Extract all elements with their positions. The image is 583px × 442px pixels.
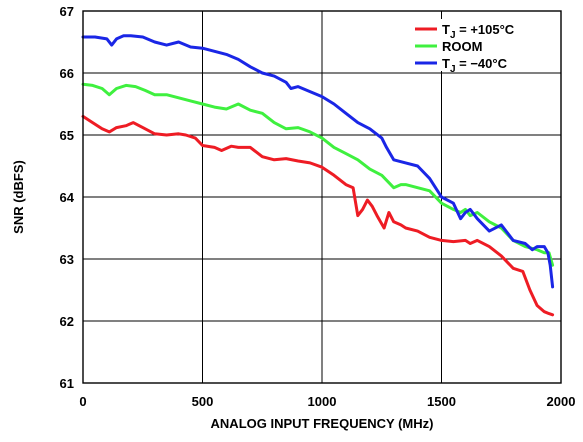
y-tick-label: 67 bbox=[60, 4, 74, 19]
series-line-1 bbox=[81, 82, 555, 267]
legend-label-2: TJ = −40°C bbox=[442, 56, 508, 75]
y-tick-label: 65 bbox=[60, 128, 74, 143]
series-line-2 bbox=[81, 34, 555, 289]
x-tick-label: 2000 bbox=[547, 394, 576, 409]
x-tick-label: 0 bbox=[79, 394, 86, 409]
legend-label-0: TJ = +105°C bbox=[442, 22, 515, 41]
x-tick-label: 500 bbox=[192, 394, 214, 409]
series-line-0 bbox=[81, 114, 555, 317]
y-tick-label: 66 bbox=[60, 66, 74, 81]
x-axis-label: ANALOG INPUT FREQUENCY (MHz) bbox=[211, 416, 434, 431]
legend-label-1: ROOM bbox=[442, 39, 482, 54]
y-tick-label: 64 bbox=[60, 190, 75, 205]
x-tick-labels: 0 500 1000 1500 2000 bbox=[79, 394, 575, 409]
x-tick-label: 1500 bbox=[427, 394, 456, 409]
y-tick-label: 61 bbox=[60, 376, 74, 391]
y-tick-label: 63 bbox=[60, 252, 74, 267]
y-tick-labels: 61 62 63 64 65 66 67 bbox=[60, 4, 75, 391]
x-tick-label: 1000 bbox=[308, 394, 337, 409]
series-lines bbox=[81, 34, 555, 317]
plot-frame bbox=[82, 10, 562, 384]
y-tick-label: 62 bbox=[60, 314, 74, 329]
y-axis-label: SNR (dBFS) bbox=[11, 160, 26, 234]
